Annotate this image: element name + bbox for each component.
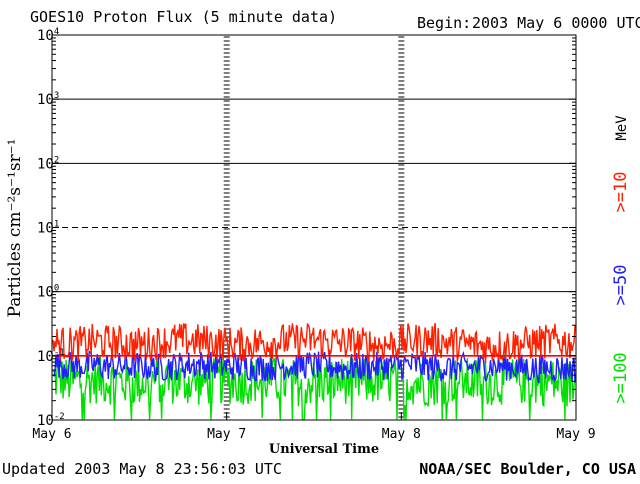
- begin-label: Begin:: [417, 14, 471, 32]
- updated-timestamp: Updated 2003 May 8 23:56:03 UTC: [2, 460, 282, 478]
- legend-entry-ge10: >=10: [611, 172, 631, 213]
- chart-title: GOES10 Proton Flux (5 minute data): [30, 8, 337, 26]
- y-tick: 102: [37, 101, 576, 172]
- y-axis-ticks: 10-2 10-1 100 101 102 103 104: [37, 27, 576, 429]
- x-tick-label: May 9: [556, 427, 595, 442]
- x-tick-label: May 8: [382, 427, 421, 442]
- y-tick: 100: [37, 229, 576, 301]
- begin-value: 2003 May 6 0000 UTC: [472, 14, 640, 32]
- y-tick: 101: [37, 165, 576, 237]
- x-axis-ticks: May 6 May 7 May 8 May 9: [32, 412, 596, 442]
- y-tick: 103: [37, 37, 576, 108]
- legend-entry-ge50: >=50: [611, 265, 631, 306]
- noaa-credit: NOAA/SEC Boulder, CO USA: [419, 460, 636, 478]
- y-tick-label: 102: [37, 155, 59, 172]
- x-axis-label: Universal Time: [269, 442, 379, 457]
- series-layer: [52, 322, 576, 421]
- y-tick-label: 104: [37, 27, 59, 44]
- x-tick-label: May 6: [32, 427, 71, 442]
- y-tick-label: 100: [37, 284, 59, 301]
- x-tick: May 6: [32, 412, 72, 442]
- x-tick: May 7: [207, 412, 246, 442]
- y-tick-label: 10-2: [37, 412, 65, 429]
- y-tick: 10-1: [37, 294, 576, 365]
- series-line-ge10: [52, 322, 576, 364]
- y-tick: 104: [37, 27, 576, 44]
- y-tick-label: 10-1: [37, 348, 65, 365]
- x-tick: May 9: [556, 412, 596, 442]
- legend-unit: MeV: [614, 115, 630, 141]
- x-tick: May 8: [382, 412, 421, 442]
- energy-legend: MeV >=10 >=50 >=100: [611, 115, 631, 404]
- legend-entry-ge100: >=100: [611, 352, 631, 403]
- y-axis-label: Particles cm⁻²s⁻¹sr⁻¹: [5, 139, 25, 318]
- y-tick-label: 101: [37, 220, 59, 237]
- x-tick-label: May 7: [207, 427, 246, 442]
- y-tick: 10-2: [37, 358, 576, 429]
- y-tick-label: 103: [37, 91, 59, 108]
